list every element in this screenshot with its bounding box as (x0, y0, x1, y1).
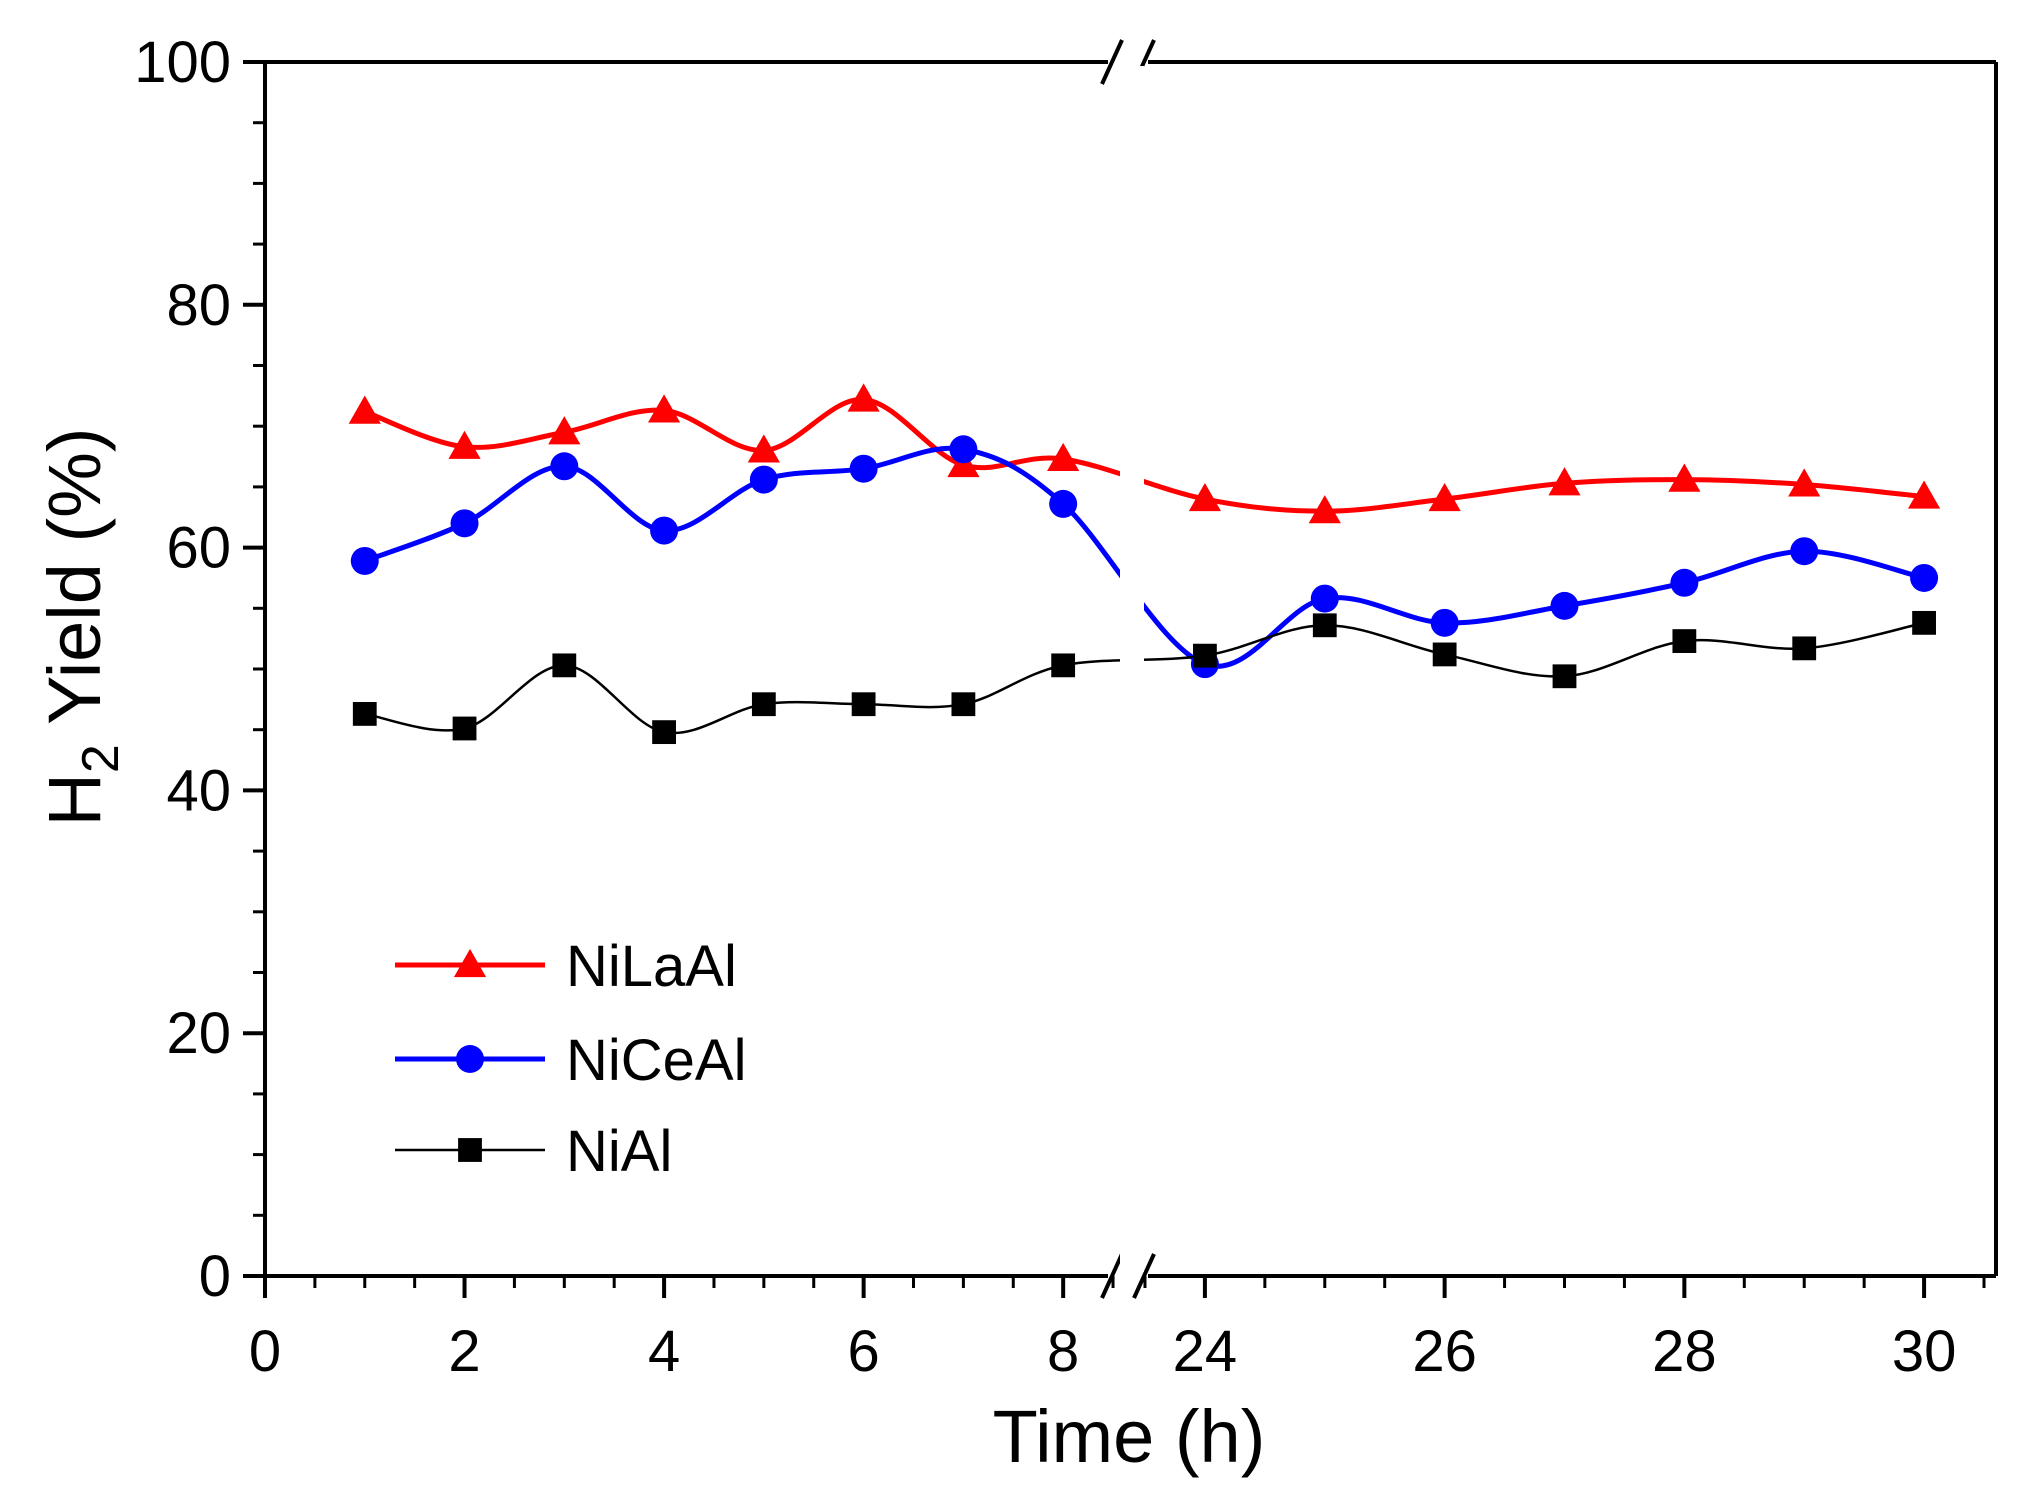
data-point-nial (1672, 629, 1697, 653)
data-point-nilaal (548, 416, 581, 445)
data-point-nilaal (747, 434, 780, 463)
data-point-nial (352, 702, 377, 726)
legend-marker-nilaal (453, 948, 487, 978)
legend-marker-nial (458, 1138, 482, 1162)
y-tick-label: 20 (166, 1001, 231, 1066)
data-point-niceal (1910, 563, 1939, 592)
legend: NiLaAl NiCeAl NiAl (395, 934, 747, 1184)
x-tick-label: 28 (1652, 1319, 1717, 1384)
data-point-niceal (1310, 584, 1339, 613)
legend-marker-niceal (456, 1045, 484, 1073)
data-point-nial (1792, 636, 1817, 661)
data-point-nial (652, 720, 676, 745)
data-point-nilaal (1308, 495, 1341, 524)
y-axis-title: H2 Yield (%) (33, 427, 130, 826)
series-line-nial (364, 621, 1925, 735)
data-point-niceal (550, 452, 579, 481)
x-tick-label: 6 (847, 1319, 879, 1384)
y-axis-title-main: H (33, 773, 116, 826)
data-point-niceal (350, 546, 379, 575)
x-tick-label: 24 (1173, 1319, 1238, 1384)
data-point-niceal (1049, 489, 1078, 518)
x-tick-label: 8 (1047, 1319, 1079, 1384)
axis-break-gap (1120, 66, 1144, 1272)
data-point-nial (552, 653, 577, 678)
x-tick-label: 2 (448, 1319, 480, 1384)
data-point-nial (851, 692, 876, 717)
legend-label-nilaal: NiLaAl (566, 934, 737, 999)
data-point-nilaal (847, 383, 880, 412)
y-axis-title-subscript: 2 (72, 744, 130, 773)
series-markers (348, 383, 1941, 745)
data-point-nilaal (1548, 467, 1581, 496)
legend-label-niceal: NiCeAl (566, 1028, 747, 1093)
y-axis-title-rest: Yield (%) (33, 427, 116, 744)
series-lines (363, 66, 1925, 1272)
data-point-nilaal (1907, 480, 1941, 509)
data-point-nilaal (1428, 482, 1461, 512)
axes (263, 39, 1998, 1299)
data-point-niceal (1550, 591, 1579, 620)
data-point-niceal (749, 465, 778, 494)
data-point-nial (1312, 613, 1337, 638)
x-tick-label: 4 (648, 1319, 680, 1384)
data-point-nial (951, 692, 976, 717)
data-point-niceal (949, 435, 978, 464)
series-line-niceal (363, 445, 1925, 669)
data-point-nilaal (348, 395, 381, 424)
top-axis-break-mark-1 (1100, 39, 1124, 85)
x-tick-label: 0 (249, 1319, 281, 1384)
data-point-nilaal (1188, 482, 1222, 512)
data-point-nilaal (1668, 463, 1701, 492)
y-tick-label: 40 (166, 758, 231, 823)
data-point-niceal (650, 516, 679, 545)
data-point-niceal (1670, 568, 1699, 597)
data-point-nilaal (448, 430, 481, 459)
series-line-nilaal (363, 396, 1925, 514)
data-point-nial (1912, 610, 1936, 635)
data-point-nial (1432, 642, 1457, 667)
data-point-nial (1193, 643, 1217, 668)
data-point-niceal (849, 454, 878, 483)
data-point-nial (751, 692, 776, 717)
data-point-nilaal (647, 394, 681, 423)
x-tick-label: 30 (1892, 1319, 1957, 1384)
data-point-nial (1051, 653, 1076, 678)
y-tick-label: 0 (199, 1244, 231, 1309)
legend-label-nial: NiAl (566, 1119, 672, 1184)
data-point-nial (1552, 664, 1577, 689)
y-tick-label: 80 (166, 273, 231, 338)
y-tick-label: 100 (134, 30, 231, 95)
data-point-niceal (1790, 537, 1819, 566)
data-point-niceal (1430, 608, 1459, 637)
x-tick-label: 26 (1412, 1319, 1477, 1384)
data-point-nilaal (1788, 468, 1821, 497)
x-axis-title: Time (h) (993, 1395, 1266, 1478)
data-point-niceal (450, 509, 479, 538)
data-point-nilaal (1047, 442, 1080, 472)
y-tick-label: 60 (166, 516, 231, 581)
data-point-nial (452, 716, 477, 741)
